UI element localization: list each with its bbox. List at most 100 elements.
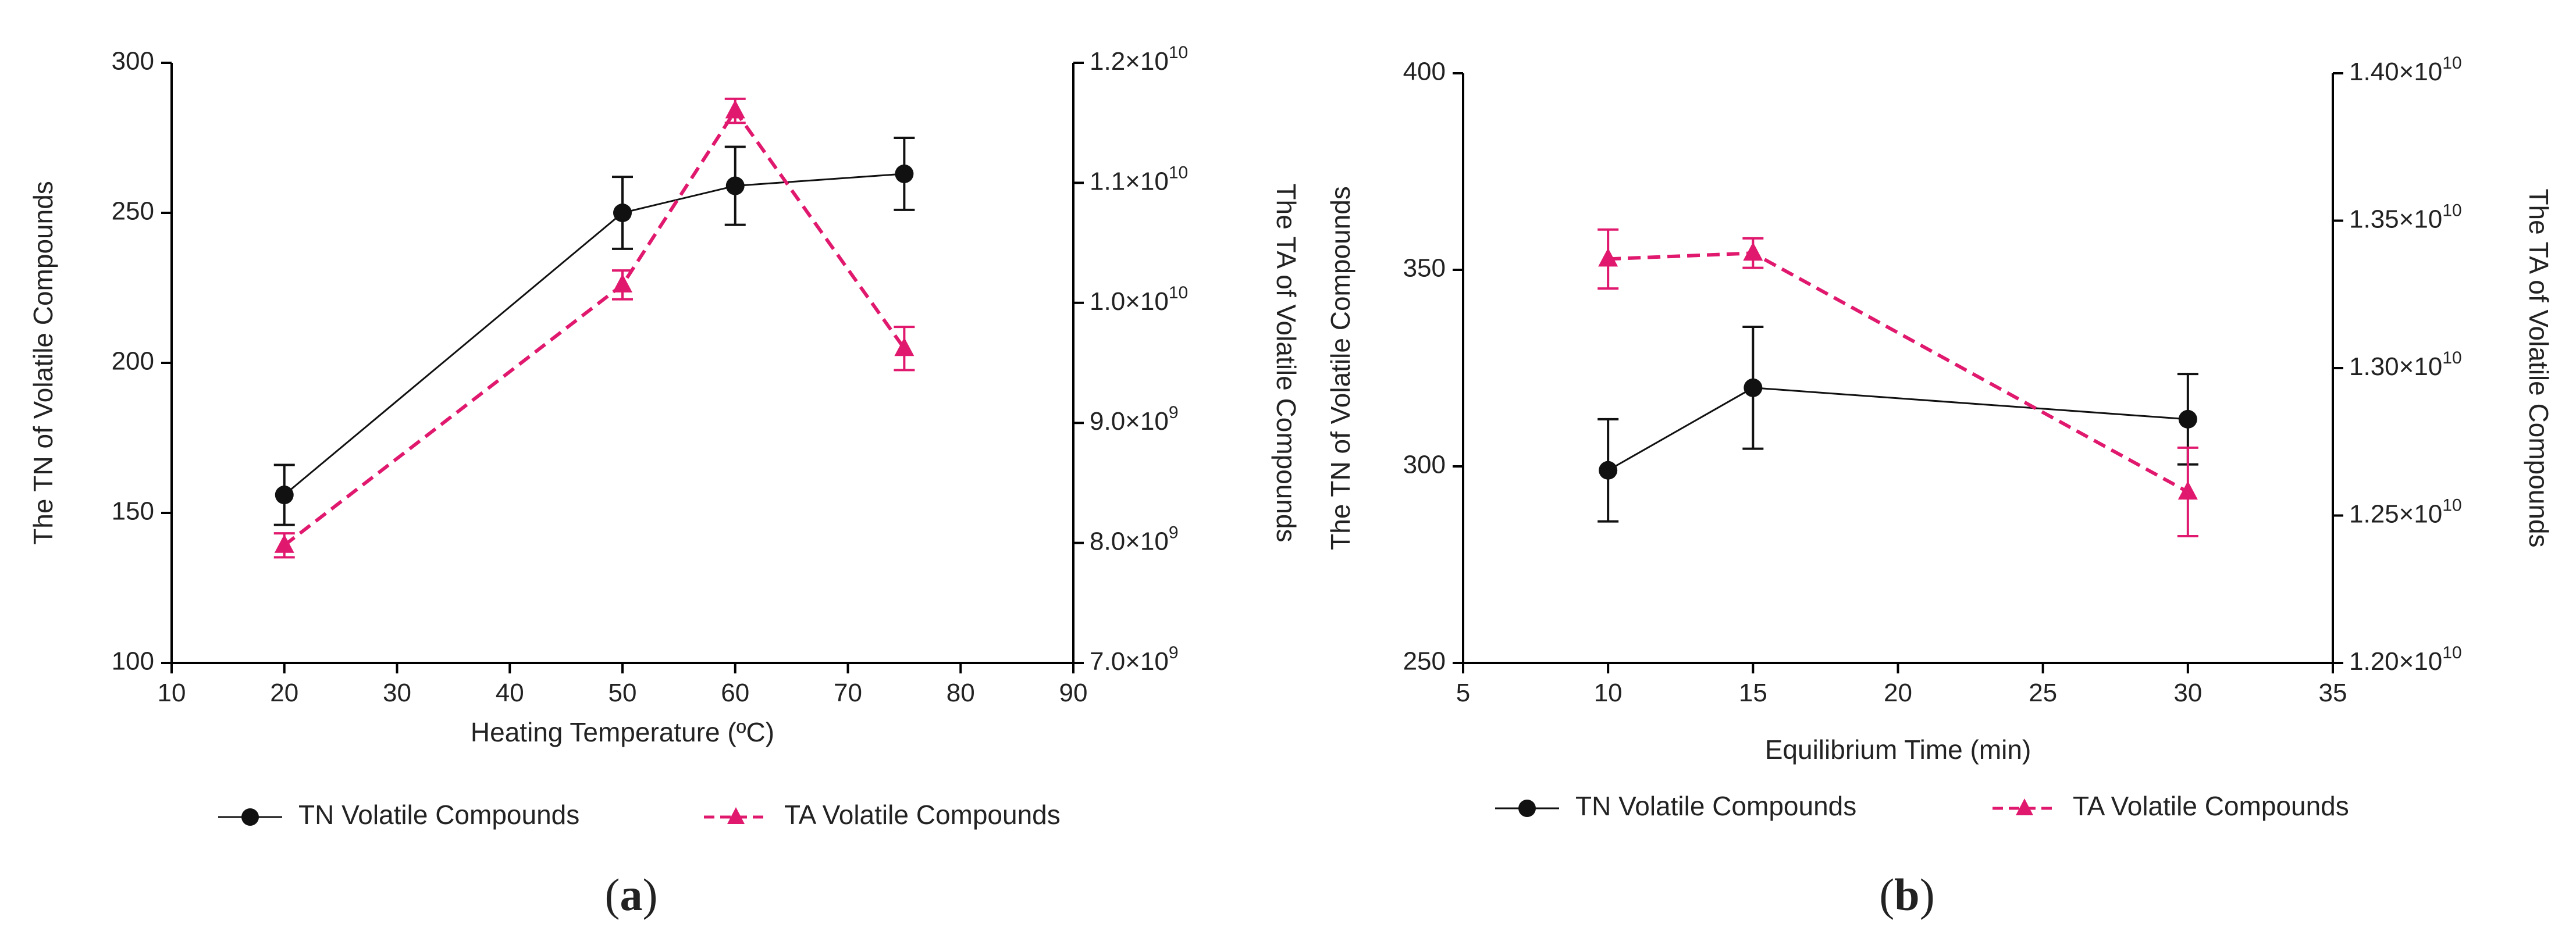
y-right-tick-label: 7.0×109 (1090, 643, 1179, 676)
data-point-circle (1599, 461, 1618, 480)
data-point-circle (613, 204, 632, 222)
y-right-tick-label-exponent: 10 (2442, 495, 2461, 515)
legend-marker-circle (241, 808, 259, 826)
legend-label: TN Volatile Compounds (298, 800, 579, 830)
y-left-tick-label: 300 (1403, 451, 1446, 479)
data-point-triangle (725, 99, 745, 119)
series-line (283, 173, 905, 496)
x-tick-label: 10 (1594, 679, 1623, 707)
series-ta (1597, 228, 2198, 537)
legend-item-ta: TA Volatile Compounds (704, 800, 1061, 830)
panel-label-close-paren: ) (643, 869, 658, 920)
y-right-tick-label: 1.20×1010 (2349, 643, 2462, 676)
y-right-tick-label-exponent: 10 (2442, 54, 2461, 73)
chart-panel-b: 5 10 15 20 25 30 352503003504001.20×10101.25×1… (1325, 54, 2554, 920)
data-point-triangle (274, 534, 294, 553)
y-left-tick-label: 400 (1403, 58, 1446, 86)
y-right-tick-label-mantissa: 1.30×10 (2349, 352, 2442, 381)
legend-marker-triangle (727, 807, 745, 824)
y-right-tick-label: 1.1×1010 (1090, 163, 1188, 195)
y-right-tick-label: 1.25×1010 (2349, 495, 2462, 528)
y-right-tick-label: 8.0×109 (1090, 523, 1179, 556)
y-right-tick-label: 1.2×1010 (1090, 43, 1188, 76)
y-right-tick-label: 1.40×1010 (2349, 54, 2462, 86)
panel-label: (b) (1879, 869, 1934, 920)
y-right-tick-label: 1.35×1010 (2349, 201, 2462, 233)
panel-label-letter: a (620, 869, 643, 920)
x-tick-label: 90 (1059, 679, 1088, 707)
y-left-tick-label: 100 (112, 647, 154, 676)
x-tick-label: 25 (2029, 679, 2057, 707)
y-right-tick-label: 1.0×1010 (1090, 283, 1188, 316)
y-right-tick-label-mantissa: 1.0×10 (1090, 287, 1169, 315)
chart-panel-a: 10 20 30 40 50 60 70 80 901001502002503007.0×109… (28, 43, 1301, 920)
x-tick-label: 30 (383, 679, 411, 707)
y-right-tick-label-mantissa: 1.25×10 (2349, 500, 2442, 528)
x-tick-label: 30 (2173, 679, 2202, 707)
y-left-tick-label: 250 (112, 197, 154, 226)
panel-label-open-paren: ( (605, 869, 620, 920)
x-tick-label: 60 (721, 679, 749, 707)
y-right-tick-label-exponent: 10 (2442, 643, 2461, 662)
x-tick-label: 70 (834, 679, 862, 707)
y-right-tick-label-exponent: 9 (1169, 523, 1179, 543)
x-tick-label: 10 (158, 679, 186, 707)
x-tick-label: 50 (609, 679, 637, 707)
y-left-tick-label: 350 (1403, 254, 1446, 283)
legend-item-tn: TN Volatile Compounds (218, 800, 579, 830)
data-point-circle (895, 164, 914, 183)
y-right-tick-label-mantissa: 1.35×10 (2349, 205, 2442, 233)
data-point-circle (2178, 409, 2197, 429)
y-left-tick-label: 250 (1403, 647, 1446, 676)
legend-item-tn: TN Volatile Compounds (1495, 791, 1856, 821)
series-ta (273, 97, 915, 559)
x-tick-label: 40 (496, 679, 524, 707)
data-point-triangle (1598, 248, 1618, 267)
y-right-tick-label-mantissa: 8.0×10 (1090, 527, 1169, 555)
y-right-tick-label-exponent: 10 (2442, 201, 2461, 220)
y-right-tick-label-mantissa: 1.2×10 (1090, 47, 1169, 76)
y-right-tick-label-mantissa: 7.0×10 (1090, 647, 1169, 676)
x-tick-label: 5 (1456, 679, 1470, 707)
data-point-circle (275, 486, 294, 505)
series-line (283, 108, 906, 547)
y-left-tick-label: 150 (112, 497, 154, 526)
y-right-tick-label: 1.30×1010 (2349, 348, 2462, 381)
legend-label: TA Volatile Compounds (784, 800, 1061, 830)
legend-item-ta: TA Volatile Compounds (1993, 791, 2349, 821)
y-right-tick-label-mantissa: 1.20×10 (2349, 647, 2442, 676)
data-point-triangle (613, 273, 632, 293)
data-point-circle (725, 176, 745, 195)
x-axis-title: Heating Temperature (ºC) (471, 717, 774, 747)
series-line (1607, 387, 2188, 472)
x-axis-title: Equilibrium Time (min) (1765, 734, 2031, 765)
panel-label-open-paren: ( (1879, 869, 1894, 920)
y-right-axis-title: The TA of Volatile Compounds (2524, 188, 2554, 547)
x-tick-label: 35 (2319, 679, 2347, 707)
series-tn (273, 137, 915, 526)
data-point-triangle (894, 337, 915, 356)
y-right-tick-label-exponent: 10 (2442, 348, 2461, 368)
y-left-axis-title: The TN of Volatile Compounds (28, 181, 58, 545)
data-point-triangle (2177, 480, 2198, 500)
panel-label-close-paren: ) (1920, 869, 1935, 920)
legend-label: TA Volatile Compounds (2073, 791, 2349, 821)
y-right-tick-label-exponent: 10 (1169, 283, 1188, 302)
data-point-triangle (1743, 242, 1763, 261)
series-line (1608, 251, 2189, 494)
y-right-tick-label-exponent: 9 (1169, 403, 1179, 422)
legend-marker-triangle (2016, 798, 2033, 815)
y-right-tick-label-exponent: 10 (1169, 163, 1188, 182)
y-right-tick-label-exponent: 10 (1169, 43, 1188, 62)
series-tn (1597, 326, 2198, 523)
panel-label: (a) (605, 869, 658, 920)
y-right-axis-title: The TA of Volatile Compounds (1271, 183, 1301, 542)
y-right-tick-label-mantissa: 1.40×10 (2349, 58, 2442, 86)
y-right-tick-label-exponent: 9 (1169, 643, 1179, 662)
x-tick-label: 20 (1884, 679, 1912, 707)
data-point-circle (1744, 378, 1763, 397)
x-tick-label: 80 (947, 679, 975, 707)
legend-label: TN Volatile Compounds (1575, 791, 1856, 821)
y-left-tick-label: 300 (112, 47, 154, 76)
